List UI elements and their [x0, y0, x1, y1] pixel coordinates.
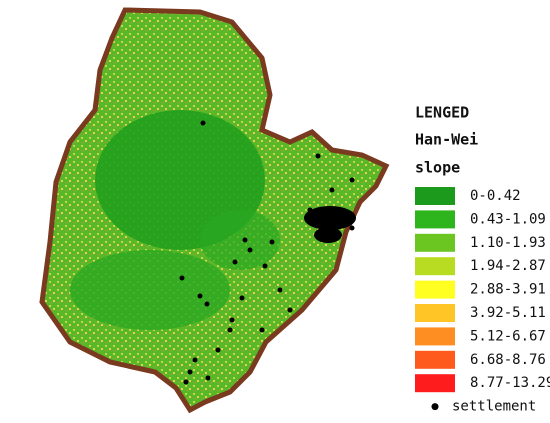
- legend-swatch: [415, 350, 455, 369]
- legend-swatch: [415, 233, 455, 252]
- legend-label: 0.43-1.09: [470, 211, 546, 227]
- legend-swatch: [415, 210, 455, 229]
- legend-swatch: [415, 187, 455, 205]
- legend-label: 0-0.42: [470, 188, 521, 204]
- legend-swatch: [415, 280, 455, 299]
- map: [39, 7, 390, 414]
- legend-label: 3.92-5.11: [470, 305, 546, 321]
- legend-label: 2.88-3.91: [470, 282, 546, 298]
- legend: LENGED Han-Wei slope 0-0.42 0.43-1.09 1.10…: [415, 104, 550, 415]
- legend-label: 1.10-1.93: [470, 235, 546, 251]
- legend-swatch: [415, 327, 455, 346]
- legend-point: [431, 403, 439, 411]
- settlements: [179, 120, 356, 385]
- flat-area: [70, 250, 230, 330]
- legend-label: 8.77-13.29: [470, 375, 550, 391]
- legend-label: settlement: [452, 399, 536, 415]
- legend-label: 6.68-8.76: [470, 352, 546, 368]
- legend-title: LENGED: [415, 104, 469, 122]
- legend-region: Han-Wei: [415, 131, 478, 149]
- legend-layer: slope: [415, 159, 460, 177]
- legend-label: 1.94-2.87: [470, 258, 546, 274]
- legend-swatch: [415, 374, 455, 393]
- legend-label: 5.12-6.67: [470, 328, 546, 344]
- flat-area: [200, 210, 280, 270]
- legend-swatch: [415, 304, 455, 322]
- legend-swatch: [415, 257, 455, 276]
